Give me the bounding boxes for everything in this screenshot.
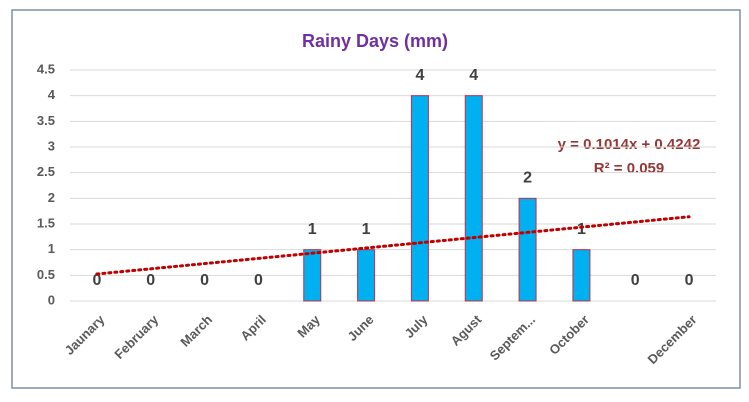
y-tick-label: 0	[48, 292, 55, 307]
y-tick-label: 2.5	[37, 164, 55, 179]
y-tick-label: 3.5	[37, 113, 55, 128]
data-label: 2	[523, 170, 532, 187]
y-tick-label: 0.5	[37, 267, 55, 282]
bar	[410, 95, 429, 302]
data-label: 4	[469, 67, 478, 84]
data-label: 0	[92, 272, 101, 289]
data-label: 0	[200, 272, 209, 289]
data-label: 0	[631, 272, 640, 289]
data-label: 1	[308, 221, 317, 238]
data-label: 0	[685, 272, 694, 289]
data-label: 0	[254, 272, 263, 289]
bar	[357, 249, 376, 302]
y-tick-label: 4	[48, 87, 56, 102]
data-label: 0	[146, 272, 155, 289]
data-label: 1	[362, 221, 371, 238]
trendline	[95, 215, 691, 276]
trendline-r-squared: R² = 0.059	[594, 160, 664, 177]
y-tick-label: 1.5	[37, 215, 55, 230]
y-tick-label: 1	[48, 241, 55, 256]
trendline-equation: y = 0.1014x + 0.4242	[558, 136, 701, 153]
bar	[303, 249, 322, 302]
data-label: 4	[415, 67, 424, 84]
data-label: 1	[577, 221, 586, 238]
y-tick-label: 3	[48, 138, 55, 153]
chart-title: Rainy Days (mm)	[302, 31, 448, 51]
chart-frame	[11, 9, 741, 389]
y-tick-label: 2	[48, 190, 55, 205]
y-tick-label: 4.5	[37, 61, 55, 76]
bar	[572, 249, 591, 302]
bar	[464, 95, 483, 302]
bar	[518, 197, 537, 302]
